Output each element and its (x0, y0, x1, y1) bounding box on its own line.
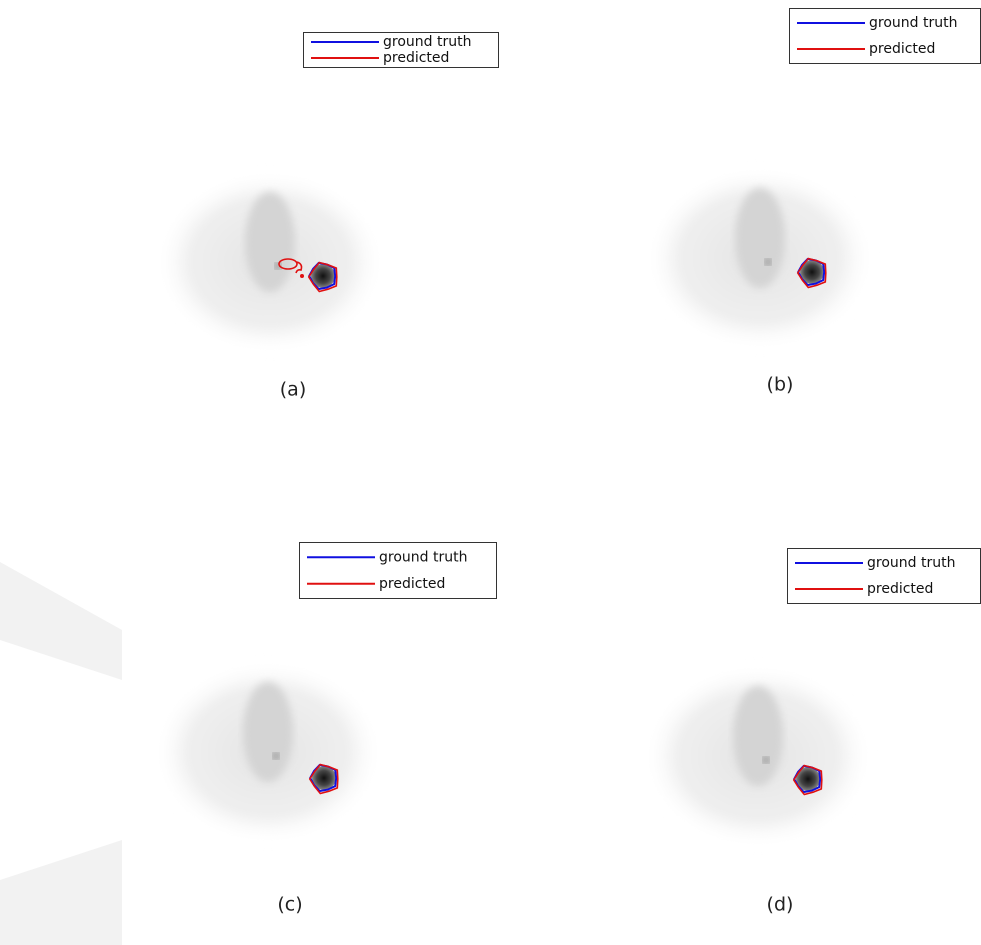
figure: ground truthpredicted(a)ground truthpred… (0, 0, 981, 945)
panel-caption: (b) (767, 374, 794, 396)
panel-caption: (a) (280, 379, 306, 401)
page: ground truthpredicted(a)ground truthpred… (0, 0, 981, 945)
hot-spot (273, 753, 279, 759)
panel-caption: (c) (277, 894, 302, 916)
legend-label: ground truth (383, 34, 471, 50)
panel: ground truth predicted (d) (643, 549, 981, 916)
watermark (0, 840, 122, 945)
hot-spot (765, 259, 771, 265)
mediastinum (733, 686, 783, 786)
mediastinum (245, 192, 295, 292)
legend-label: predicted (869, 41, 935, 57)
hot-spot (763, 757, 769, 763)
panel: ground truth predicted (c) (153, 543, 497, 916)
panel: ground truth predicted (b) (645, 9, 981, 396)
legend-label: predicted (379, 576, 445, 592)
legend-label: ground truth (869, 15, 957, 31)
watermark (0, 562, 122, 680)
legend-label: ground truth (867, 555, 955, 571)
mediastinum (735, 188, 785, 288)
mediastinum (243, 682, 293, 782)
legend-label: ground truth (379, 549, 467, 565)
predicted-contour (300, 274, 304, 278)
legend-label: predicted (383, 50, 449, 66)
panel-caption: (d) (767, 894, 794, 916)
legend-label: predicted (867, 581, 933, 597)
